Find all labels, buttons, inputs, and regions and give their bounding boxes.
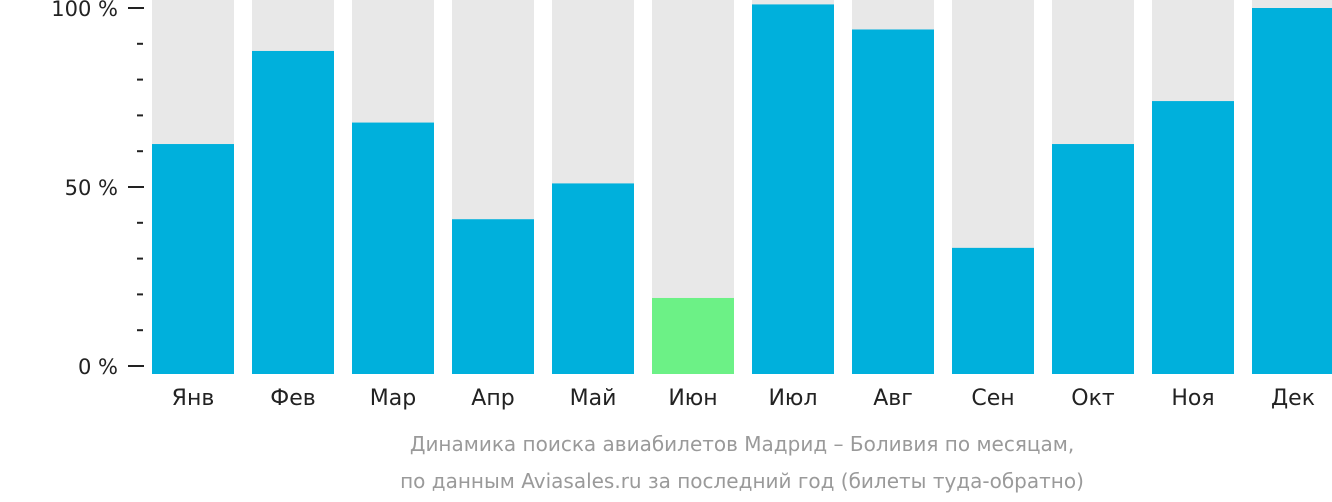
x-tick-label-5: Май: [570, 386, 617, 411]
y-tick-label: 50 %: [65, 176, 118, 200]
bar-2: [252, 50, 334, 375]
bar-12: [1252, 8, 1332, 374]
bar-9: [952, 247, 1034, 374]
bar-10: [1052, 144, 1134, 374]
y-axis: 100 % 50 % 0 %: [51, 0, 144, 379]
x-tick-label-10: Окт: [1071, 386, 1115, 411]
bar-3: [352, 122, 434, 374]
bar-5: [552, 183, 634, 374]
y-tick-label: 100 %: [51, 0, 118, 21]
caption-line-2: по данным Aviasales.ru за последний год …: [400, 469, 1084, 493]
x-tick-label-1: Янв: [172, 386, 215, 411]
x-tick-label-11: Ноя: [1171, 386, 1214, 411]
x-tick-label-12: Дек: [1271, 386, 1315, 411]
bar-4: [452, 219, 534, 374]
chart-caption: Динамика поиска авиабилетов Мадрид – Бол…: [400, 432, 1084, 493]
bar-1: [152, 144, 234, 374]
caption-line-1: Динамика поиска авиабилетов Мадрид – Бол…: [410, 432, 1074, 456]
x-tick-label-4: Апр: [471, 386, 514, 411]
bars: [152, 4, 1332, 375]
bar-8: [852, 29, 934, 374]
x-tick-label-8: Авг: [873, 386, 913, 411]
x-axis-labels: Янв Фев Мар Апр Май Июн Июл Авг Сен Окт Ноя Дек: [172, 386, 1315, 411]
x-tick-label-6: Июн: [668, 386, 717, 411]
bar-6: [652, 297, 734, 374]
bar-11: [1152, 101, 1234, 374]
y-tick-label: 0 %: [78, 355, 118, 379]
bar-7: [752, 4, 834, 374]
x-tick-label-9: Сен: [971, 386, 1014, 411]
x-tick-label-3: Мар: [370, 386, 416, 411]
x-tick-label-2: Фев: [270, 386, 315, 411]
x-tick-label-7: Июл: [768, 386, 817, 411]
